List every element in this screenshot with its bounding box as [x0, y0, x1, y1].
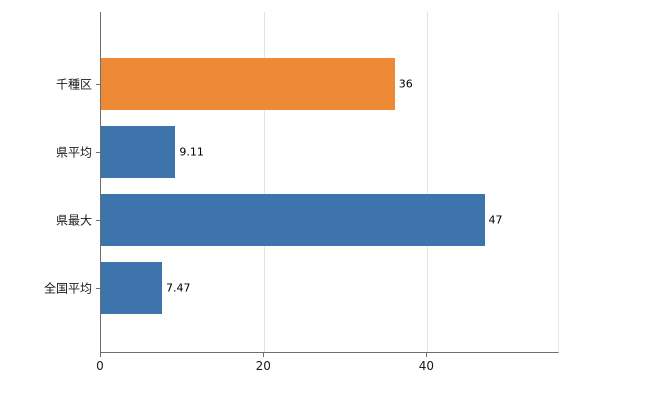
- bar-0: [101, 58, 395, 110]
- bar-value-label: 36: [398, 77, 413, 91]
- bar-1: [101, 126, 176, 178]
- x-tick-label: 0: [96, 359, 104, 373]
- category-label: 千種区: [55, 77, 92, 92]
- y-axis-tick: [96, 84, 100, 85]
- bar-2: [101, 194, 485, 246]
- y-axis-tick: [96, 220, 100, 221]
- x-axis-tick: [426, 353, 428, 357]
- category-label: 全国平均: [43, 281, 92, 296]
- x-axis-tick: [100, 353, 101, 357]
- bar-value-label: 9.11: [179, 145, 204, 159]
- gridline-x-20: [264, 12, 266, 352]
- x-axis-tick: [263, 353, 265, 357]
- bar-value-label: 47: [488, 213, 503, 227]
- category-label: 県最大: [55, 213, 92, 228]
- y-axis-tick: [96, 288, 100, 289]
- category-label: 県平均: [55, 145, 92, 160]
- bar-value-label: 7.47: [165, 281, 191, 295]
- x-tick-label: 40: [418, 359, 435, 373]
- bar-3: [101, 262, 162, 314]
- y-axis-tick: [96, 152, 100, 153]
- plot-area: 36 9.11 47 7.47: [100, 12, 559, 353]
- gridline-x-40: [427, 12, 429, 352]
- x-tick-label: 20: [255, 359, 271, 373]
